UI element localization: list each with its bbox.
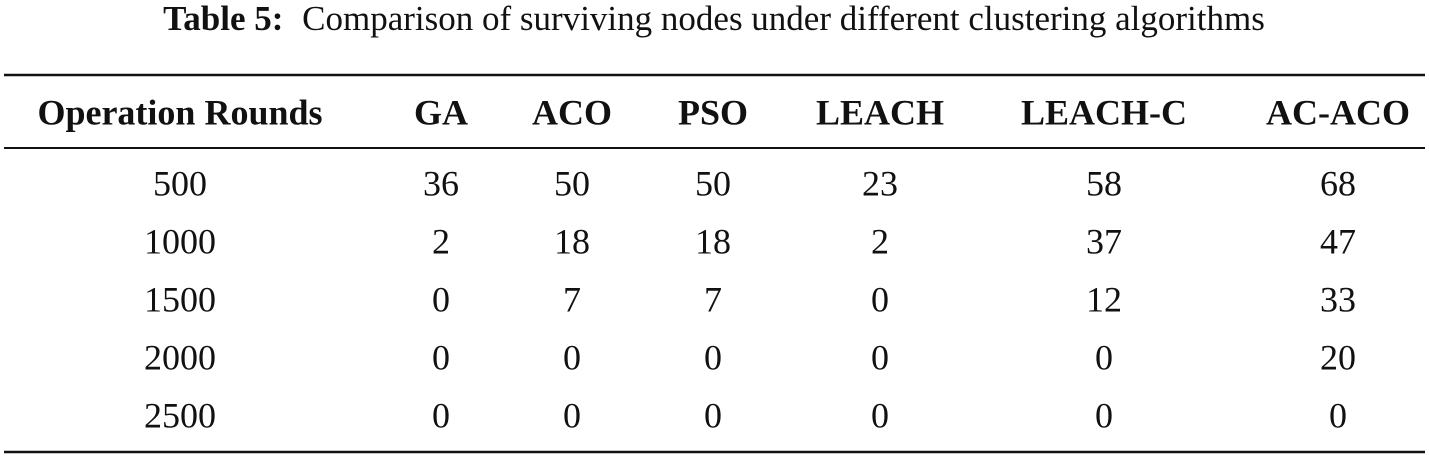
table-cell: 0 bbox=[432, 279, 450, 319]
table-cell: 33 bbox=[1320, 279, 1356, 319]
table-cell: 58 bbox=[1086, 163, 1122, 203]
table-cell: 47 bbox=[1320, 221, 1356, 261]
row-label: 500 bbox=[153, 163, 207, 203]
table-cell: 0 bbox=[1095, 337, 1113, 377]
table-cell: 36 bbox=[423, 163, 459, 203]
table-caption: Table 5: Comparison of surviving nodes u… bbox=[163, 0, 1265, 38]
row-label: 1500 bbox=[144, 279, 216, 319]
column-header: GA bbox=[414, 92, 468, 132]
table-cell: 12 bbox=[1086, 279, 1122, 319]
row-label: 2000 bbox=[144, 337, 216, 377]
row-label: 2500 bbox=[144, 395, 216, 435]
table-cell: 7 bbox=[563, 279, 581, 319]
caption-label: Table 5: bbox=[163, 0, 283, 38]
table-cell: 0 bbox=[871, 279, 889, 319]
table-cell: 0 bbox=[871, 395, 889, 435]
table-cell: 37 bbox=[1086, 221, 1122, 261]
table-cell: 2 bbox=[432, 221, 450, 261]
column-header: Operation Rounds bbox=[37, 92, 322, 132]
table-cell: 0 bbox=[704, 395, 722, 435]
table-cell: 0 bbox=[563, 337, 581, 377]
column-header: ACO bbox=[532, 92, 612, 132]
table-cell: 18 bbox=[695, 221, 731, 261]
table-cell: 23 bbox=[862, 163, 898, 203]
caption-text: Comparison of surviving nodes under diff… bbox=[302, 0, 1265, 38]
table-cell: 68 bbox=[1320, 163, 1356, 203]
column-header: AC-ACO bbox=[1266, 92, 1410, 132]
table-cell: 50 bbox=[695, 163, 731, 203]
table-cell: 50 bbox=[554, 163, 590, 203]
table-cell: 18 bbox=[554, 221, 590, 261]
table-cell: 2 bbox=[871, 221, 889, 261]
column-header: LEACH bbox=[816, 92, 944, 132]
column-header: PSO bbox=[678, 92, 748, 132]
table-cell: 0 bbox=[432, 337, 450, 377]
table-cell: 0 bbox=[704, 337, 722, 377]
table-cell: 0 bbox=[1095, 395, 1113, 435]
column-header: LEACH-C bbox=[1021, 92, 1187, 132]
table-cell: 7 bbox=[704, 279, 722, 319]
table-cell: 20 bbox=[1320, 337, 1356, 377]
row-label: 1000 bbox=[144, 221, 216, 261]
table-cell: 0 bbox=[1329, 395, 1347, 435]
table-cell: 0 bbox=[432, 395, 450, 435]
table-cell: 0 bbox=[563, 395, 581, 435]
table-cell: 0 bbox=[871, 337, 889, 377]
